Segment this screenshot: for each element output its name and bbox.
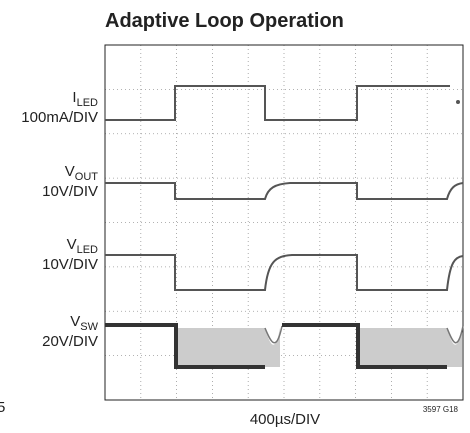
channel-scale: 10V/DIV [42,183,98,200]
side-mark: 5 [0,399,5,416]
channel-symbol: V [65,163,75,180]
channel-name: ILED [72,89,98,109]
channel-symbol: V [70,313,80,330]
channel-name: VSW [70,313,98,333]
channel-scale: 100mA/DIV [21,109,98,126]
channel-name: VOUT [65,163,99,183]
channel-symbol: I [72,89,76,106]
channel-subscript: LED [77,97,98,109]
channel-labels: ILED100mA/DIVVOUT10V/DIVVLED10V/DIVVSW20… [21,89,98,350]
channel-name: VLED [67,236,98,256]
channel-scale: 10V/DIV [42,256,98,273]
iled-trace [105,85,450,121]
figure-code: 3597 G18 [423,405,459,414]
trace-dot [456,100,460,104]
vout-trace [105,182,464,200]
x-label: 400µs/DIV [250,411,320,428]
title: Adaptive Loop Operation [105,10,344,32]
vsw-trace [105,323,447,369]
channel-symbol: V [67,236,77,253]
channel-scale: 20V/DIV [42,333,98,350]
vled-trace [105,254,464,291]
channel-subscript: LED [77,244,98,256]
screen-border [104,44,464,401]
vsw-edge [264,325,464,344]
vsw-fill [176,328,462,367]
channel-subscript: SW [80,321,98,333]
channel-subscript: OUT [75,171,99,183]
